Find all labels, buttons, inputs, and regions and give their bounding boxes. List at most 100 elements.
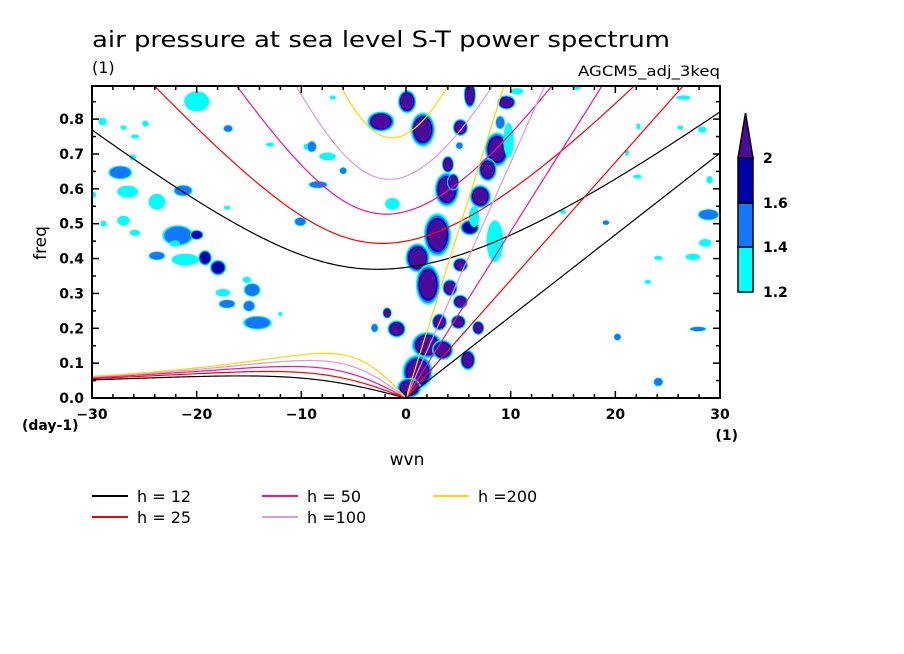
dispersion-curve-rossby-h25: [92, 370, 407, 398]
dispersion-curve-inertia-gravity-h12: [92, 111, 720, 270]
dispersion-curve-kelvin-h25: [405, 86, 684, 398]
contour-region-level-0: [486, 220, 504, 263]
dispersion-curve-inertia-gravity-h200: [340, 86, 449, 139]
contour-region-level-1: [109, 166, 131, 179]
contour-region-level-0: [644, 279, 651, 285]
contour-region-level-3: [465, 86, 475, 104]
contour-region-level-0: [676, 95, 691, 100]
contour-region-level-1: [496, 116, 505, 129]
colorbar-label: 1.2: [763, 285, 788, 301]
legend: h = 12 h = 25 h = 50 h =100 h =200: [92, 487, 537, 527]
contour-region-level-0: [100, 220, 107, 227]
contour-region-level-0: [510, 88, 524, 95]
contour-region-level-3: [455, 121, 466, 134]
contour-region-level-3: [444, 281, 456, 294]
contour-region-level-0: [142, 120, 149, 127]
y-tick-label: 0.0: [59, 391, 84, 407]
dispersion-curve-rossby-h100: [92, 359, 407, 398]
contour-region-level-3: [419, 270, 437, 299]
x-axis-label: wvn: [390, 450, 425, 470]
x-axis-units: (1): [715, 428, 738, 444]
contour-region-level-1: [654, 378, 663, 386]
y-tick-label: 0.3: [59, 286, 84, 302]
contour-region-level-1: [340, 167, 347, 174]
contour-region-level-0: [503, 122, 514, 158]
contour-region-level-0: [184, 91, 210, 112]
colorbar-extend-triangle: [737, 112, 754, 159]
contour-region-level-1: [223, 125, 233, 132]
colorbar-label: 2: [763, 151, 773, 167]
contour-region-level-3: [474, 323, 483, 333]
y-tick-label: 0.4: [59, 252, 84, 268]
contour-region-level-0: [654, 255, 663, 260]
contour-region-level-0: [171, 253, 199, 266]
contour-region-level-1: [602, 220, 610, 225]
contour-region-level-3: [455, 259, 466, 270]
contour-region-level-0: [117, 185, 139, 198]
colorbar: 1.2 1.4 1.6 2: [737, 112, 788, 301]
contour-region-level-0: [698, 126, 707, 133]
contour-region-level-3: [481, 161, 494, 178]
plot-frame: [91, 85, 721, 399]
contour-region-level-2: [191, 231, 202, 239]
contour-region-level-0: [92, 191, 97, 198]
legend-label: h =100: [307, 508, 366, 527]
chart-title: air pressure at sea level S-T power spec…: [92, 28, 670, 53]
contour-region-level-0: [223, 205, 231, 210]
y-tick-label: 0.2: [59, 321, 84, 337]
plot-background: [92, 86, 720, 398]
contour-region-level-1: [164, 226, 192, 245]
colorbar-segment-0: [737, 246, 754, 293]
dispersion-curve-inertia-gravity-h25: [153, 86, 636, 244]
tick-labels: −30 −20 −10 0 10 20 30 0.0 0.1 0.2 0.3 0.4 0.5 0.6 0.7…: [59, 112, 730, 423]
contour-region-level-3: [455, 296, 466, 307]
contour-region-level-0: [636, 123, 641, 130]
contour-region-level-0: [685, 253, 701, 260]
contour-region-level-3: [409, 247, 426, 268]
contour-region-level-3: [443, 158, 453, 171]
contour-region-level-1: [371, 324, 378, 332]
title-units: (1): [92, 58, 115, 77]
y-tick-label: 0.8: [59, 112, 84, 128]
contour-region-level-0: [468, 206, 480, 228]
dataset-label: AGCM5_adj_3keq: [578, 64, 720, 80]
contour-region-level-1: [243, 301, 255, 311]
x-tick-label: −20: [181, 407, 212, 423]
contour-region-level-1: [614, 333, 621, 341]
contour-region-level-0: [265, 142, 275, 147]
contour-region-level-1: [244, 284, 260, 296]
dispersion-curve-kelvin-h100: [405, 86, 546, 398]
contour-region-level-3: [472, 188, 488, 205]
contour-region-level-0: [129, 229, 141, 236]
legend-label: h = 12: [137, 487, 191, 506]
dispersion-curve-kelvin-h200: [405, 86, 505, 398]
contour-region-level-0: [559, 209, 567, 214]
contour-region-level-1: [309, 181, 327, 188]
legend-label: h =200: [478, 487, 537, 506]
x-tick-label: −10: [286, 407, 317, 423]
contour-region-level-0: [319, 152, 336, 161]
contour-region-level-0: [117, 215, 130, 226]
y-tick-label: 0.7: [59, 147, 84, 163]
legend-item: h = 12: [92, 487, 191, 506]
dispersion-curve-kelvin-h50: [405, 86, 603, 398]
contour-region-level-1: [699, 209, 718, 220]
x-tick-label: −30: [76, 407, 107, 423]
legend-item: h = 25: [92, 508, 191, 527]
contour-region-level-0: [329, 95, 336, 100]
contour-region-level-1: [307, 141, 316, 152]
colorbar-label: 1.4: [763, 240, 788, 256]
contour-region-level-3: [400, 93, 414, 110]
contour-region-level-0: [120, 125, 127, 130]
contour-region-level-3: [384, 309, 391, 317]
contour-region-level-0: [699, 239, 712, 247]
contour-region-level-0: [130, 134, 140, 139]
contour-region-level-1: [149, 251, 165, 260]
contour-region-level-0: [677, 125, 684, 130]
dispersion-curve-rossby-h200: [92, 352, 407, 398]
dispersion-curve-kelvin-h12: [405, 152, 720, 398]
contour-region-level-1: [174, 185, 192, 196]
contour-region-level-1: [295, 217, 306, 226]
contour-region-level-3: [462, 353, 473, 367]
